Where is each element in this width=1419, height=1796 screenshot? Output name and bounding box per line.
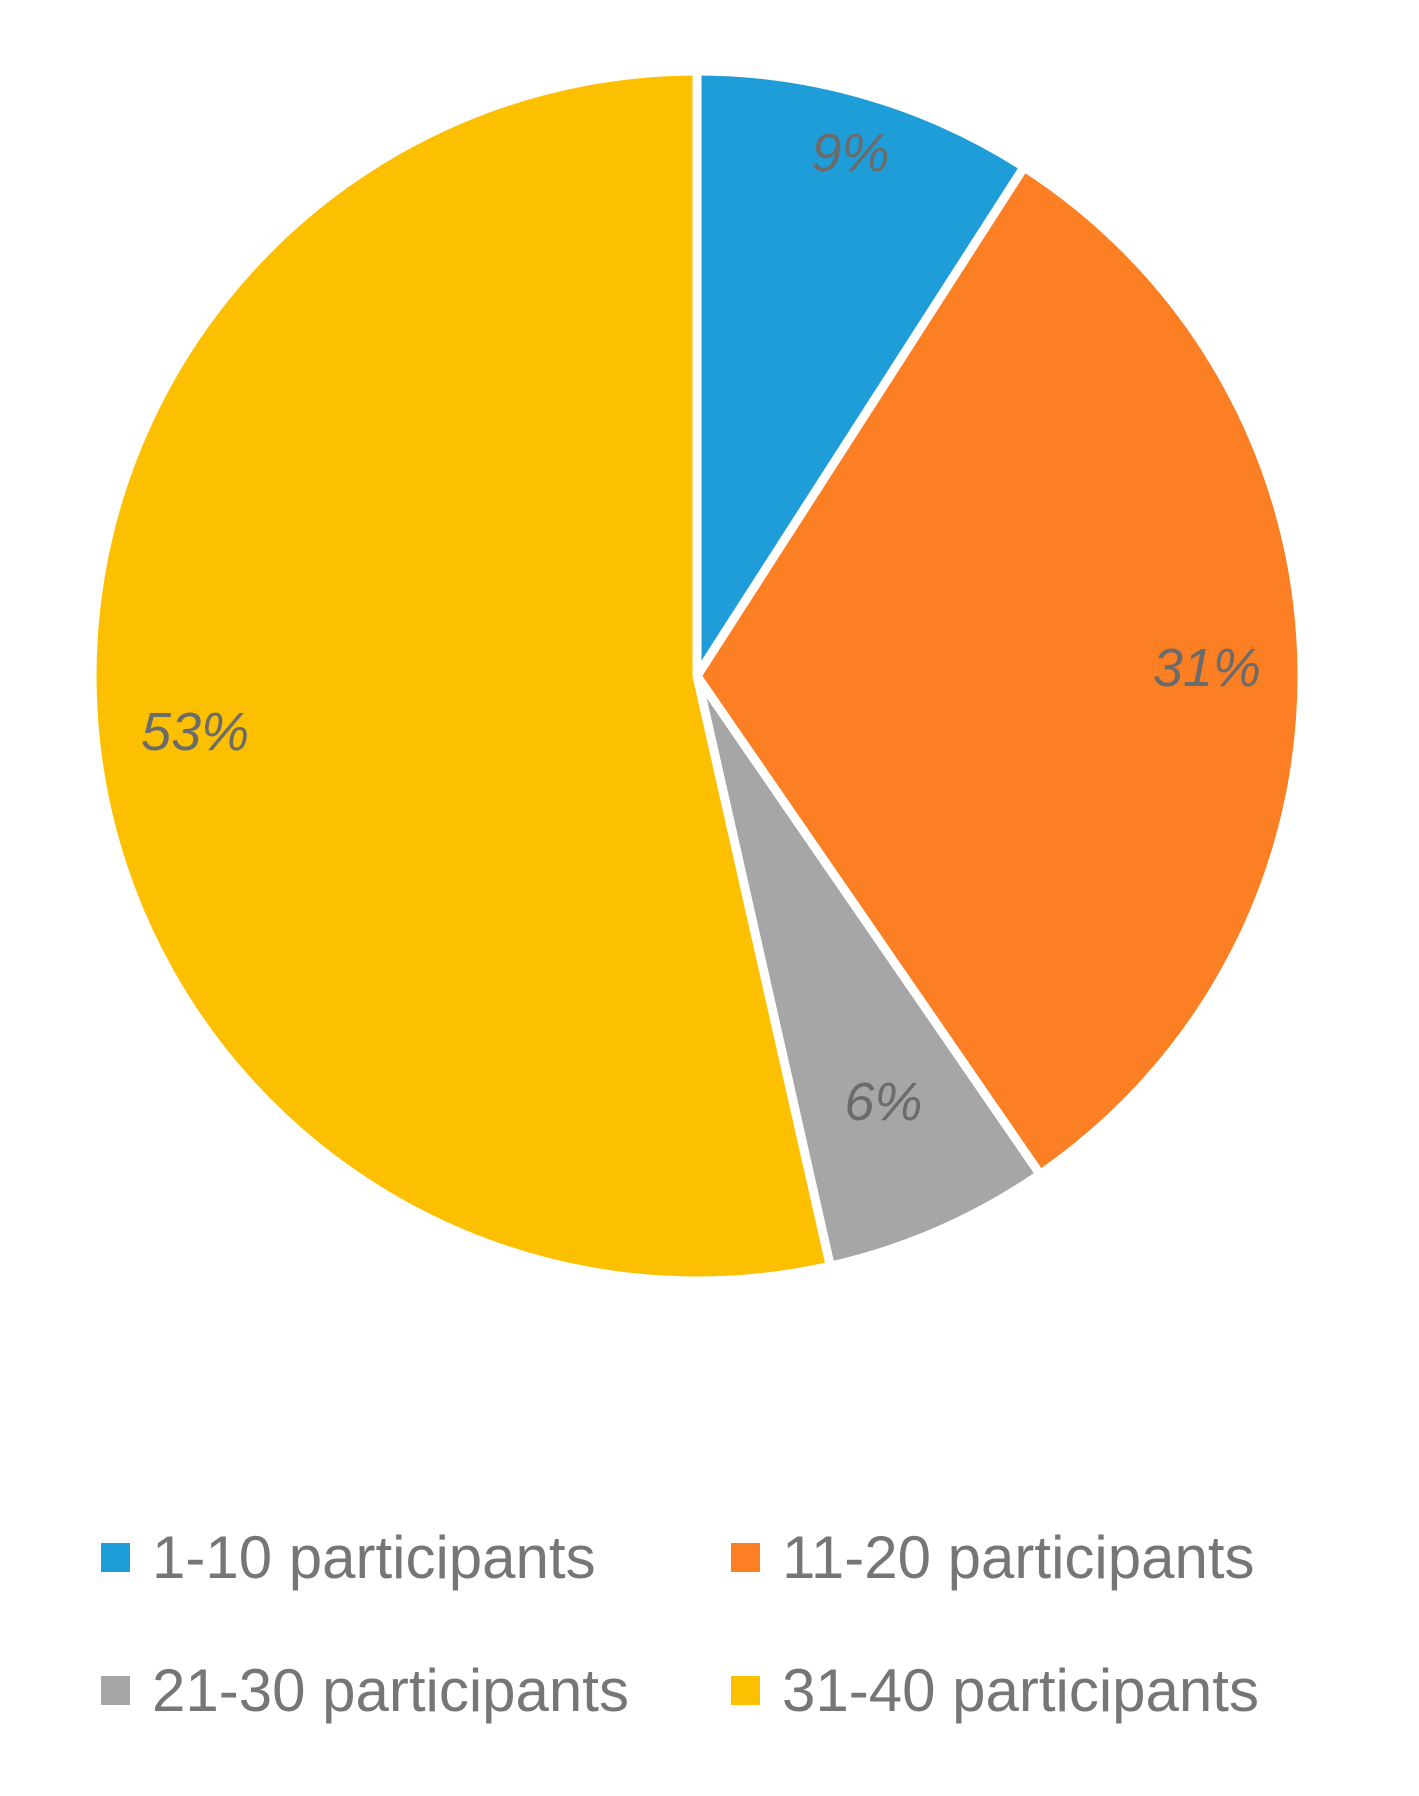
slice-label-31-40: 53% (141, 702, 249, 762)
slice-labels: 9% 31% 6% 53% (141, 123, 1261, 1132)
slice-31-40[interactable] (87, 66, 836, 1286)
legend-item-21-30[interactable]: 21-30 participants (101, 1657, 629, 1724)
slice-label-11-20: 31% (1153, 638, 1261, 698)
legend-swatch-11-20 (731, 1543, 760, 1572)
legend-swatch-21-30 (101, 1676, 130, 1705)
pie-slices (87, 66, 1307, 1286)
legend-item-11-20[interactable]: 11-20 participants (731, 1524, 1255, 1591)
slice-1-10[interactable] (692, 66, 1031, 692)
legend: 1-10 participants 11-20 participants 21-… (101, 1524, 1259, 1724)
slice-11-20[interactable] (691, 160, 1307, 1181)
legend-label-31-40: 31-40 participants (782, 1657, 1259, 1724)
legend-label-11-20: 11-20 participants (782, 1524, 1255, 1591)
legend-label-1-10: 1-10 participants (152, 1524, 596, 1591)
slice-21-30[interactable] (692, 673, 1047, 1272)
legend-label-21-30: 21-30 participants (152, 1657, 629, 1724)
legend-item-1-10[interactable]: 1-10 participants (101, 1524, 596, 1591)
slice-label-1-10: 9% (811, 123, 889, 183)
legend-swatch-31-40 (731, 1676, 760, 1705)
legend-swatch-1-10 (101, 1543, 130, 1572)
slice-label-21-30: 6% (844, 1072, 922, 1132)
legend-item-31-40[interactable]: 31-40 participants (731, 1657, 1259, 1724)
